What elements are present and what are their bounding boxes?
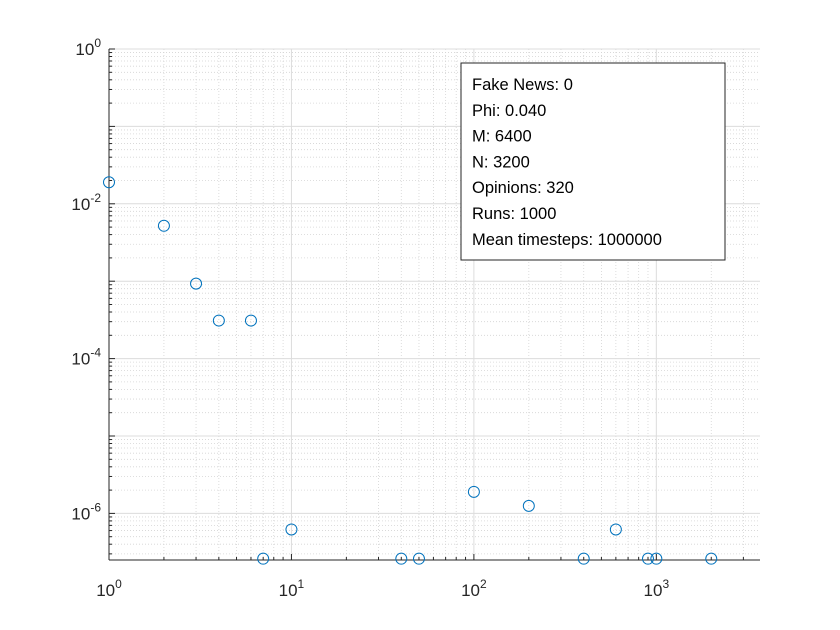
y-tick-label: 10-6 xyxy=(71,500,101,523)
annotation-line: Mean timesteps: 1000000 xyxy=(472,231,662,249)
data-point xyxy=(395,552,408,565)
annotation-line: M: 6400 xyxy=(472,128,532,146)
data-point xyxy=(103,176,115,189)
annotation-line: Opinions: 320 xyxy=(472,179,574,197)
data-point xyxy=(650,552,663,565)
y-tick-label: 100 xyxy=(75,36,101,59)
tick-labels: 100 101 102 103 100 10-2 10-4 10-6 xyxy=(71,36,669,600)
data-point xyxy=(244,314,257,327)
x-tick-label: 102 xyxy=(461,577,487,600)
annotation-line: Fake News: 0 xyxy=(472,76,573,94)
data-point xyxy=(285,523,298,536)
data-point xyxy=(609,523,622,536)
x-tick-label: 101 xyxy=(279,577,305,600)
annotation-line: N: 3200 xyxy=(472,153,530,171)
data-point xyxy=(577,552,590,565)
annotation-line: Runs: 1000 xyxy=(472,205,556,223)
data-point xyxy=(412,552,425,565)
data-point xyxy=(522,499,535,512)
annotation-box-frame xyxy=(460,62,726,261)
y-tick-label: 10-4 xyxy=(71,346,101,369)
x-tick-label: 103 xyxy=(644,577,670,600)
annotation-line: Phi: 0.040 xyxy=(472,102,546,120)
data-point xyxy=(257,552,270,565)
x-tick-label: 100 xyxy=(96,577,122,600)
data-point xyxy=(705,552,718,565)
data-point xyxy=(467,485,480,498)
grid xyxy=(108,48,760,560)
data-points xyxy=(103,176,718,565)
data-point xyxy=(641,552,654,565)
data-point xyxy=(190,277,203,290)
axes xyxy=(108,48,760,561)
data-point xyxy=(157,219,170,232)
annotation-box: Fake News: 0 Phi: 0.040 M: 6400 N: 3200 Opin… xyxy=(460,62,726,261)
y-tick-label: 10-2 xyxy=(71,191,101,214)
data-point xyxy=(212,314,225,327)
